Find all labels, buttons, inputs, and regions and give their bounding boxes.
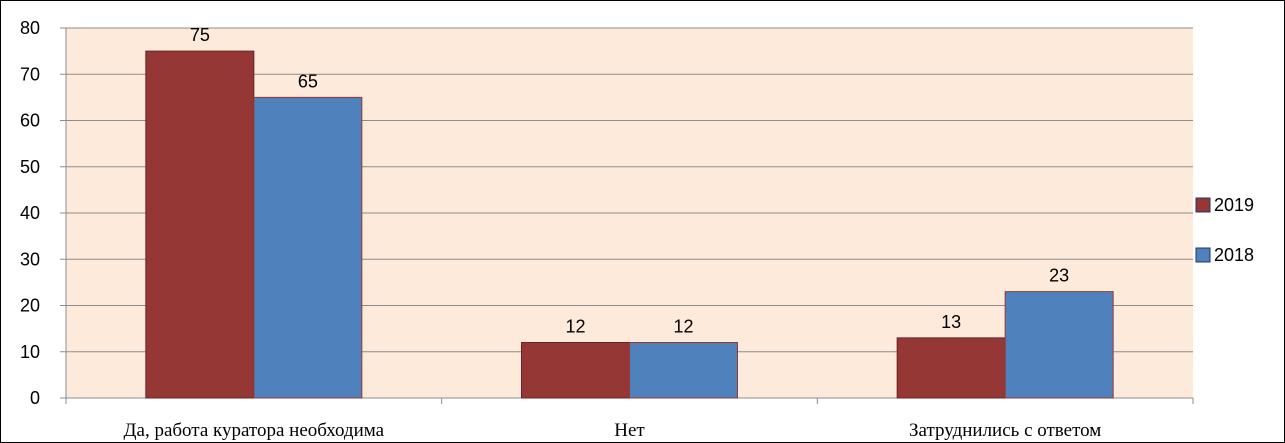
- data-label-2018-0: 65: [298, 71, 318, 91]
- bar-2018-1: [629, 342, 738, 399]
- data-label-2019-2: 13: [941, 312, 961, 332]
- category-label-1: Нет: [614, 420, 645, 441]
- category-label-0: Да, работа куратора необходима: [124, 420, 385, 441]
- bars: [145, 50, 1114, 399]
- legend-label-2018: 2018: [1214, 245, 1254, 265]
- y-tick-label: 40: [20, 203, 40, 223]
- bar-2019-2: [896, 337, 1006, 399]
- legend-swatch-2018: [1195, 247, 1211, 263]
- legend-swatch-2019: [1195, 197, 1211, 213]
- category-label-2: Затруднились с ответом: [909, 420, 1101, 441]
- y-tick-label: 70: [20, 64, 40, 84]
- y-tick-label: 20: [20, 296, 40, 316]
- data-labels: 75 65 12 12 13 23: [190, 25, 1069, 336]
- y-tick-label: 0: [30, 388, 40, 408]
- y-tick-label: 80: [20, 18, 40, 38]
- bar-2019-0: [145, 50, 255, 399]
- data-label-2019-0: 75: [190, 25, 210, 45]
- y-tick-label: 30: [20, 249, 40, 269]
- y-tick-label: 50: [20, 157, 40, 177]
- data-label-2018-2: 23: [1049, 266, 1069, 286]
- x-axis-categories: Да, работа куратора необходима Нет Затрудн…: [124, 420, 1102, 441]
- legend-label-2019: 2019: [1214, 195, 1254, 215]
- data-label-2019-1: 12: [565, 317, 585, 337]
- y-tick-label: 10: [20, 342, 40, 362]
- bar-2018-0: [253, 96, 363, 399]
- legend: 2019 2018: [1195, 195, 1254, 265]
- y-axis-ticks: 0 10 20 30 40 50 60 70 80: [20, 18, 40, 408]
- y-tick-label: 60: [20, 111, 40, 131]
- bar-2019-1: [521, 342, 630, 399]
- data-label-2018-1: 12: [673, 317, 693, 337]
- bar-2018-2: [1004, 291, 1114, 399]
